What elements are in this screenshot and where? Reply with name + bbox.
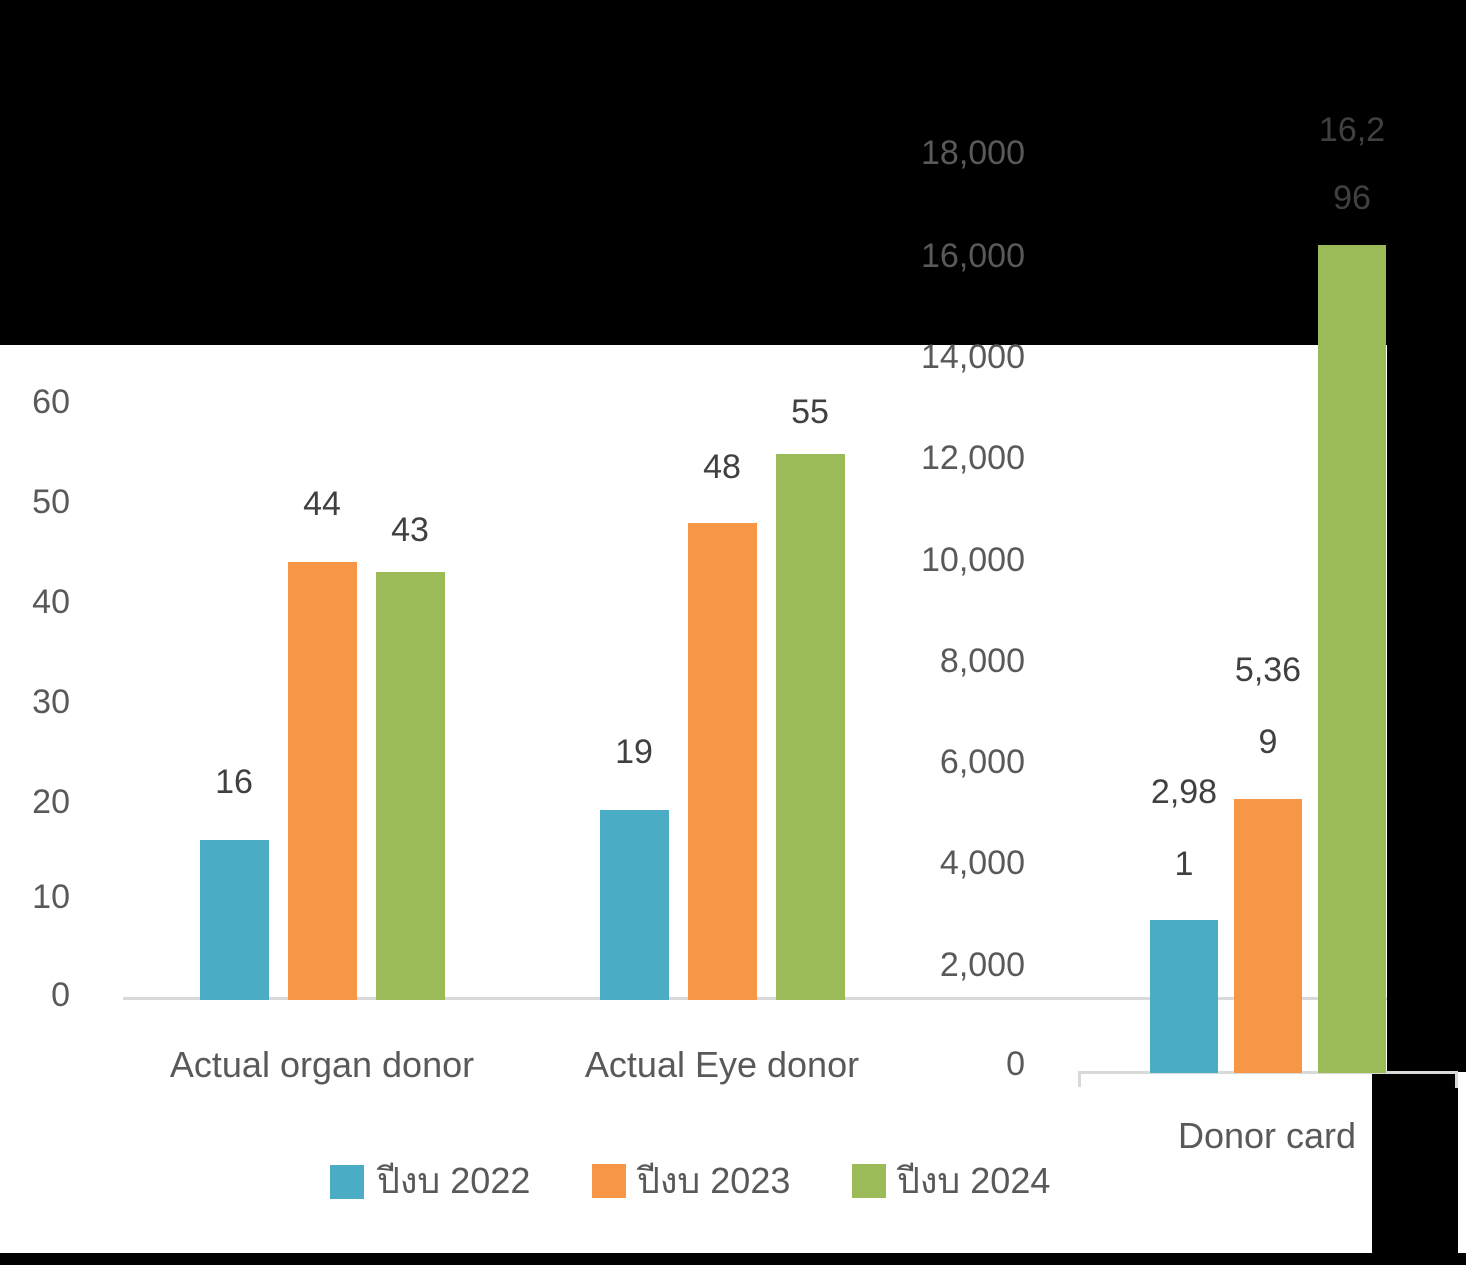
left-axis-tick-40: 40 bbox=[32, 583, 70, 621]
category-label-actual-organ-donor: Actual organ donor bbox=[169, 1044, 475, 1085]
legend-swatch-2023 bbox=[592, 1164, 626, 1198]
left-axis-tick-60: 60 bbox=[32, 383, 70, 421]
bar-donor-card-ปีงบ-2024 bbox=[1318, 244, 1386, 1073]
data-label-eye-2022: 19 bbox=[615, 733, 653, 771]
bar-actual-organ-donor-ปีงบ-2023 bbox=[288, 562, 357, 1000]
data-label-card-2023-line1: 5,36 bbox=[1234, 651, 1302, 689]
data-label-organ-2023: 44 bbox=[303, 485, 341, 523]
right-chart-x-axis-line-over bbox=[1387, 1071, 1458, 1074]
black-panel-right bbox=[1387, 345, 1466, 1072]
right-axis-tick-18000: 18,000 bbox=[921, 134, 1025, 172]
category-label-donor-card: Donor card bbox=[1177, 1115, 1357, 1156]
left-axis-tick-50: 50 bbox=[32, 483, 70, 521]
left-axis-tick-30: 30 bbox=[32, 683, 70, 721]
data-label-organ-2024: 43 bbox=[391, 511, 429, 549]
right-chart-x-axis-line bbox=[1078, 1071, 1387, 1074]
right-chart-axis-tick-left bbox=[1078, 1071, 1081, 1087]
right-axis-tick-8000: 8,000 bbox=[939, 642, 1025, 680]
right-axis-tick-6000: 6,000 bbox=[939, 743, 1025, 781]
data-label-card-2023-line2: 9 bbox=[1258, 723, 1278, 761]
legend-label-2023: ปีงบ 2023 bbox=[637, 1160, 791, 1201]
data-label-eye-2024: 55 bbox=[791, 393, 829, 431]
right-axis-tick-16000: 16,000 bbox=[921, 237, 1025, 275]
data-label-card-2024-line1: 16,2 bbox=[1318, 111, 1386, 149]
right-axis-tick-4000: 4,000 bbox=[939, 844, 1025, 882]
right-chart-axis-tick-right bbox=[1455, 1071, 1458, 1088]
left-axis-tick-20: 20 bbox=[32, 783, 70, 821]
legend-swatch-2022 bbox=[330, 1165, 364, 1199]
legend-label-2022: ปีงบ 2022 bbox=[377, 1160, 531, 1201]
right-axis-tick-0: 0 bbox=[1006, 1045, 1025, 1083]
data-label-card-2022-line2: 1 bbox=[1174, 845, 1194, 883]
data-label-card-2022-line1: 2,98 bbox=[1150, 773, 1218, 811]
left-axis-tick-0: 0 bbox=[51, 976, 70, 1014]
data-label-eye-2023: 48 bbox=[703, 448, 741, 486]
legend-swatch-2024 bbox=[852, 1164, 886, 1198]
legend-label-2024: ปีงบ 2024 bbox=[897, 1160, 1051, 1201]
right-axis-tick-14000: 14,000 bbox=[921, 338, 1025, 376]
data-label-card-2024-line2: 96 bbox=[1333, 179, 1371, 217]
bar-actual-organ-donor-ปีงบ-2024 bbox=[376, 572, 445, 1000]
right-axis-tick-10000: 10,000 bbox=[921, 541, 1025, 579]
bar-donor-card-ปีงบ-2022 bbox=[1150, 919, 1218, 1073]
black-panel-bottom-right bbox=[1372, 1074, 1458, 1253]
bar-actual-organ-donor-ปีงบ-2022 bbox=[200, 839, 269, 1000]
bar-actual-eye-donor-ปีงบ-2023 bbox=[688, 522, 757, 1000]
bar-actual-eye-donor-ปีงบ-2022 bbox=[600, 809, 669, 1000]
data-label-organ-2022: 16 bbox=[215, 763, 253, 801]
category-label-actual-eye-donor: Actual Eye donor bbox=[584, 1044, 860, 1085]
right-axis-tick-12000: 12,000 bbox=[921, 439, 1025, 477]
left-axis-tick-10: 10 bbox=[32, 878, 70, 916]
right-axis-tick-2000: 2,000 bbox=[939, 946, 1025, 984]
bar-actual-eye-donor-ปีงบ-2024 bbox=[776, 453, 845, 1000]
bar-donor-card-ปีงบ-2023 bbox=[1234, 798, 1302, 1073]
